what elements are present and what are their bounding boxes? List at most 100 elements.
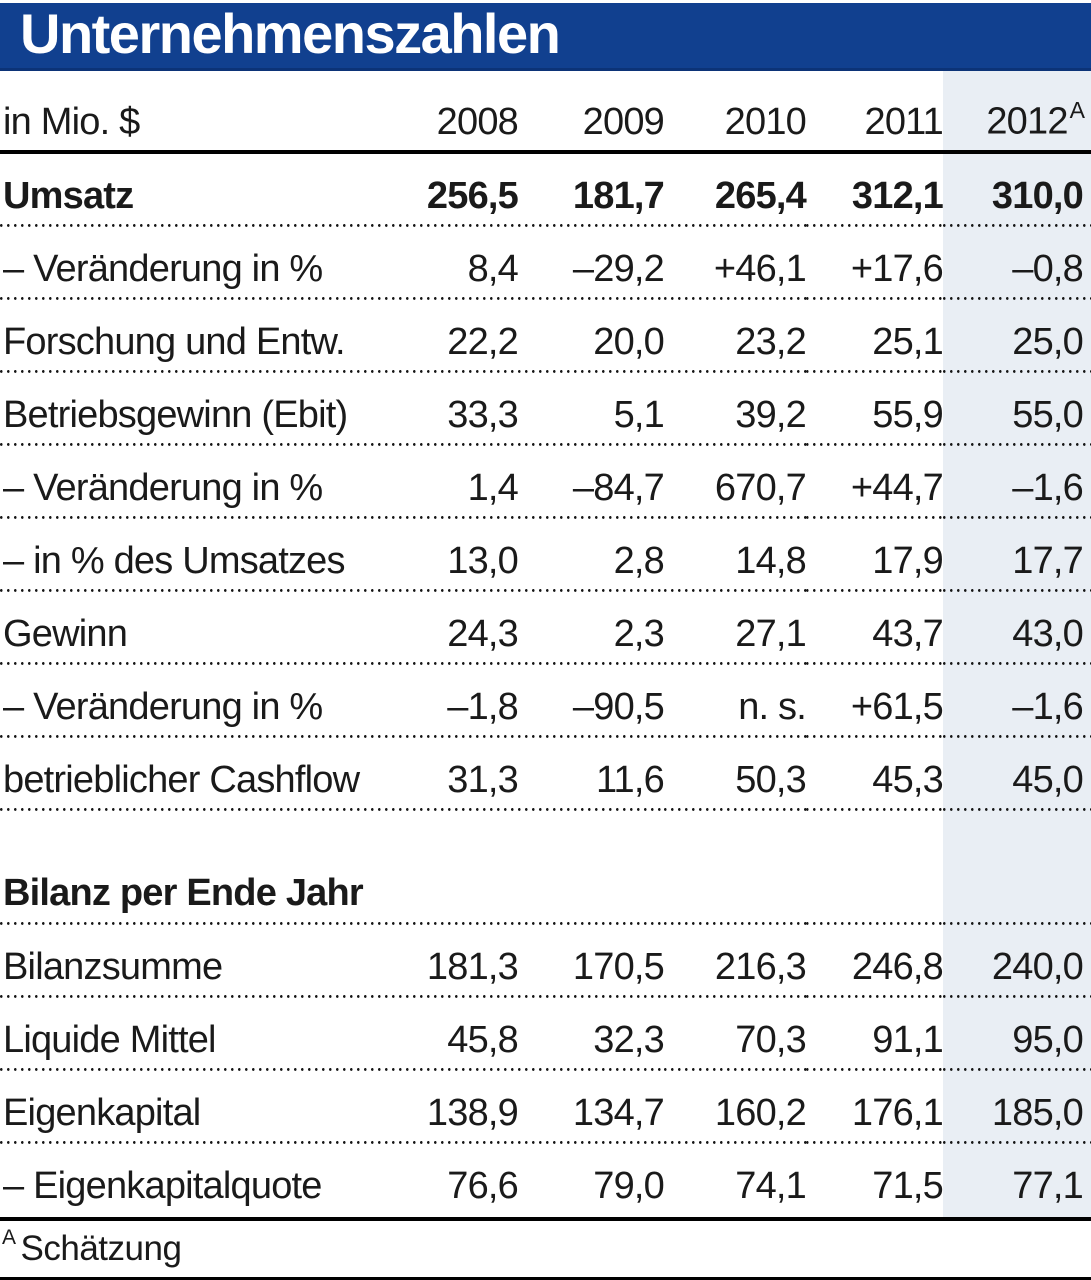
year-header-2008: 2008 xyxy=(378,71,519,154)
cell-value-estimate: 43,0 xyxy=(943,592,1091,665)
table-row: Eigenkapital 138,9 134,7 160,2 176,1 185… xyxy=(0,1071,1091,1144)
table-row: Bilanz per Ende Jahr xyxy=(0,811,1091,925)
row-label: Umsatz xyxy=(0,152,378,227)
cell-value: n. s. xyxy=(664,665,807,738)
cell-value: 14,8 xyxy=(664,519,807,592)
cell-value: +46,1 xyxy=(664,227,807,300)
table-row: Gewinn 24,3 2,3 27,1 43,7 43,0 xyxy=(0,592,1091,665)
row-label: – in % des Umsatzes xyxy=(0,519,378,592)
table-row: Umsatz 256,5 181,7 265,4 312,1 310,0 xyxy=(0,152,1091,227)
cell-value: 670,7 xyxy=(664,446,807,519)
table-row: – Veränderung in % –1,8 –90,5 n. s. +61,… xyxy=(0,665,1091,738)
table-row: Bilanzsumme 181,3 170,5 216,3 246,8 240,… xyxy=(0,925,1091,998)
row-label: Bilanzsumme xyxy=(0,925,378,998)
cell-value: 160,2 xyxy=(664,1071,807,1144)
cell-value-estimate: 240,0 xyxy=(943,925,1091,998)
cell-value-estimate: 185,0 xyxy=(943,1071,1091,1144)
unit-label: in Mio. $ xyxy=(0,71,378,154)
cell-value: –29,2 xyxy=(518,227,665,300)
cell-value xyxy=(378,811,518,925)
cell-value: 22,2 xyxy=(378,300,519,373)
row-label: Eigenkapital xyxy=(0,1071,378,1144)
cell-value-estimate: –1,6 xyxy=(943,665,1091,738)
table-body: Umsatz 256,5 181,7 265,4 312,1 310,0 – V… xyxy=(0,152,1091,1217)
cell-value-estimate: –1,6 xyxy=(943,446,1091,519)
row-label: Gewinn xyxy=(0,592,378,665)
cell-value-estimate: 25,0 xyxy=(943,300,1091,373)
cell-value: +61,5 xyxy=(806,665,944,738)
company-figures-table: in Mio. $ 2008 2009 2010 2011 2012A Umsa… xyxy=(0,71,1091,1217)
cell-value-estimate: 17,7 xyxy=(943,519,1091,592)
cell-value: 25,1 xyxy=(806,300,944,373)
row-label: – Veränderung in % xyxy=(0,227,378,300)
cell-value: 8,4 xyxy=(378,227,519,300)
table-row: Liquide Mittel 45,8 32,3 70,3 91,1 95,0 xyxy=(0,998,1091,1071)
page-root: { "title": "Unternehmenszahlen", "colors… xyxy=(0,3,1091,1280)
row-label: Bilanz per Ende Jahr xyxy=(0,811,378,925)
cell-value: 216,3 xyxy=(664,925,807,998)
cell-value-estimate: 45,0 xyxy=(943,738,1091,811)
year-header-2009: 2009 xyxy=(518,71,665,154)
cell-value-estimate: –0,8 xyxy=(943,227,1091,300)
row-label: Forschung und Entw. xyxy=(0,300,378,373)
cell-value: 134,7 xyxy=(518,1071,665,1144)
footnote: A Schätzung xyxy=(0,1217,1091,1280)
table-row: Forschung und Entw. 22,2 20,0 23,2 25,1 … xyxy=(0,300,1091,373)
cell-value: 45,8 xyxy=(378,998,519,1071)
cell-value: 265,4 xyxy=(664,152,807,227)
cell-value: –1,8 xyxy=(378,665,519,738)
year-header-2012: 2012A xyxy=(943,71,1091,154)
title-bar: Unternehmenszahlen xyxy=(0,3,1091,71)
cell-value xyxy=(518,811,664,925)
cell-value-estimate: 55,0 xyxy=(943,373,1091,446)
cell-value: 55,9 xyxy=(806,373,944,446)
cell-value: 23,2 xyxy=(664,300,807,373)
cell-value: +44,7 xyxy=(806,446,944,519)
cell-value: 20,0 xyxy=(518,300,665,373)
row-label: betrieblicher Cashflow xyxy=(0,738,378,811)
cell-value: –90,5 xyxy=(518,665,665,738)
cell-value: 24,3 xyxy=(378,592,519,665)
cell-value-estimate: 310,0 xyxy=(943,152,1091,227)
page-title: Unternehmenszahlen xyxy=(20,1,561,65)
footnote-marker: A xyxy=(2,1226,16,1249)
cell-value: 50,3 xyxy=(664,738,807,811)
cell-value: 312,1 xyxy=(806,152,944,227)
cell-value: 1,4 xyxy=(378,446,519,519)
cell-value: 138,9 xyxy=(378,1071,519,1144)
cell-value: 39,2 xyxy=(664,373,807,446)
cell-value: 181,7 xyxy=(518,152,665,227)
cell-value: 13,0 xyxy=(378,519,519,592)
row-label: – Veränderung in % xyxy=(0,446,378,519)
table-header-row: in Mio. $ 2008 2009 2010 2011 2012A xyxy=(0,71,1091,154)
year-header-2011: 2011 xyxy=(806,71,944,154)
table-row: betrieblicher Cashflow 31,3 11,6 50,3 45… xyxy=(0,738,1091,811)
cell-value: 176,1 xyxy=(806,1071,944,1144)
row-label: Betriebsgewinn (Ebit) xyxy=(0,373,378,446)
row-label: – Veränderung in % xyxy=(0,665,378,738)
cell-value: 2,8 xyxy=(518,519,665,592)
cell-value: 246,8 xyxy=(806,925,944,998)
footnote-text: Schätzung xyxy=(20,1229,182,1268)
cell-value: 91,1 xyxy=(806,998,944,1071)
year-label: 2012 xyxy=(986,101,1068,143)
cell-value: 70,3 xyxy=(664,998,807,1071)
cell-value: 45,3 xyxy=(806,738,944,811)
cell-value: 17,9 xyxy=(806,519,944,592)
cell-value: +17,6 xyxy=(806,227,944,300)
cell-value: 27,1 xyxy=(664,592,807,665)
table-row: – Veränderung in % 1,4 –84,7 670,7 +44,7… xyxy=(0,446,1091,519)
row-label: Liquide Mittel xyxy=(0,998,378,1071)
year-header-2010: 2010 xyxy=(664,71,807,154)
cell-value: 170,5 xyxy=(518,925,665,998)
cell-value: 181,3 xyxy=(378,925,519,998)
cell-value: 33,3 xyxy=(378,373,519,446)
cell-value-estimate: 95,0 xyxy=(943,998,1091,1071)
cell-value: 43,7 xyxy=(806,592,944,665)
table-row: – in % des Umsatzes 13,0 2,8 14,8 17,9 1… xyxy=(0,519,1091,592)
cell-value: 256,5 xyxy=(378,152,519,227)
cell-value: 32,3 xyxy=(518,998,665,1071)
cell-value: 2,3 xyxy=(518,592,665,665)
estimate-marker-superscript: A xyxy=(1069,97,1085,124)
cell-value: 11,6 xyxy=(518,738,665,811)
